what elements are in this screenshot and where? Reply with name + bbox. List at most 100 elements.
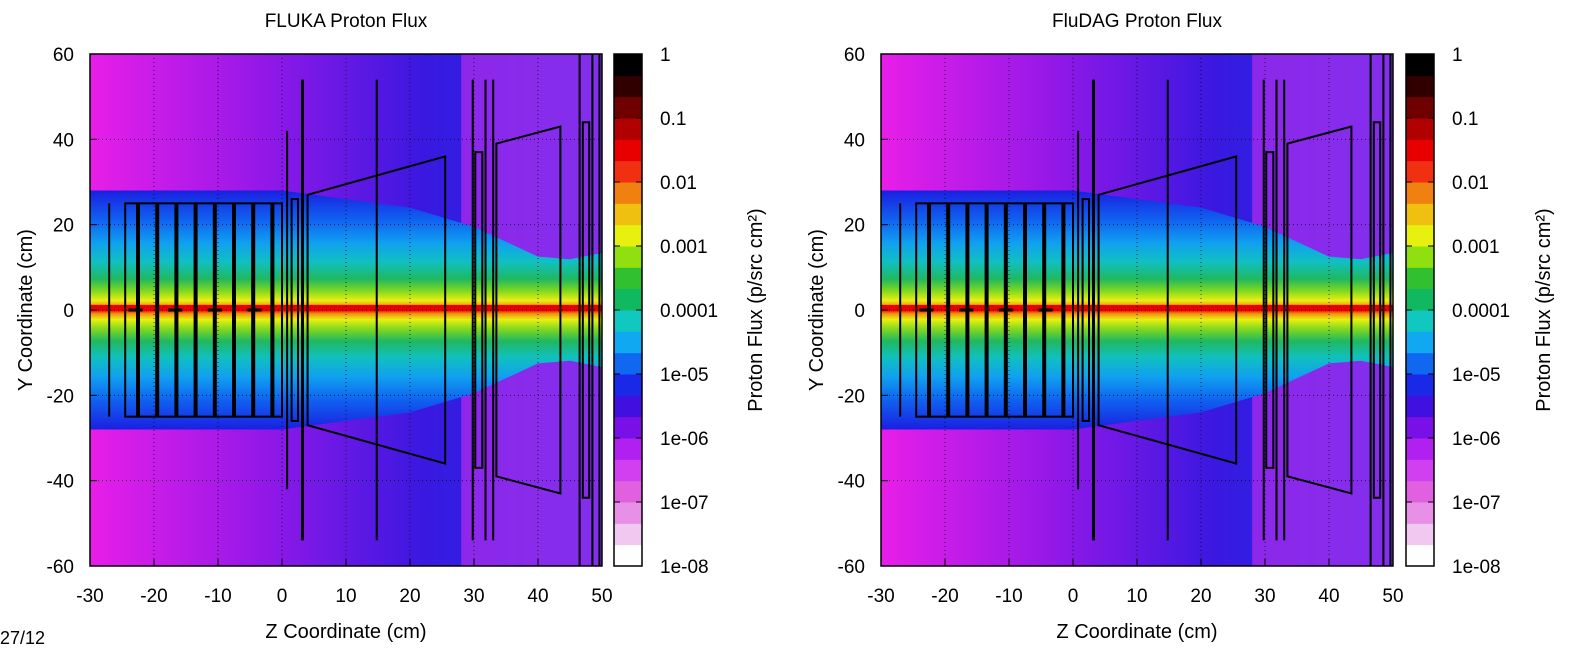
colorbar-tick-label: 1e-07: [1452, 493, 1501, 514]
x-tick-label: 0: [277, 586, 288, 607]
geometry-cone: [1097, 155, 1238, 465]
colorbar-swatch: [614, 523, 642, 546]
colorbar-tick-label: 1e-05: [1452, 365, 1501, 386]
colorbar-swatch: [614, 416, 642, 439]
y-tick-label: -20: [838, 386, 865, 407]
colorbar-label: Proton Flux (p/src cm²): [1533, 208, 1555, 411]
x-tick-label: 20: [1190, 586, 1211, 607]
chart-title: FLUKA Proton Flux: [265, 11, 428, 32]
colorbar-tick-label: 1e-05: [660, 365, 709, 386]
colorbar-swatch: [1406, 160, 1434, 183]
colorbar-tick-label: 0.001: [660, 237, 708, 258]
colorbar: 1 0.1 0.01 0.001 0.0001 1e-05 1e-06 1e-07 1e-08 P…: [1405, 45, 1555, 578]
colorbar-swatch: [614, 544, 642, 567]
colorbar-tick-label: 0.1: [1452, 109, 1478, 130]
colorbar-tick-label: 0.0001: [660, 301, 718, 322]
x-tick-label: 10: [1126, 586, 1147, 607]
x-tick-label: 30: [463, 586, 484, 607]
colorbar-swatch: [1406, 331, 1434, 354]
y-tick-label: -40: [838, 472, 865, 493]
colorbar-swatch: [614, 139, 642, 162]
colorbar-swatch: [1406, 54, 1434, 76]
colorbar-swatch: [1406, 459, 1434, 482]
y-axis-label: Y Coordinate (cm): [806, 229, 828, 391]
x-tick-label: 50: [1382, 586, 1403, 607]
x-tick-label: -10: [204, 586, 231, 607]
footer-text: 27/12: [0, 628, 46, 648]
heatmap-area: [90, 54, 602, 566]
chart-panel-2: -30 -20 -10 0 10 20 30 40 50 60 40 20 0 -20 -40 -60 FluD…: [806, 11, 1555, 643]
heatmap-area: [881, 54, 1393, 566]
colorbar-tick-label: 1e-06: [1452, 429, 1501, 450]
colorbar-swatch: [1406, 288, 1434, 311]
colorbar-swatch: [614, 352, 642, 375]
x-tick-label: -30: [867, 586, 894, 607]
colorbar-swatch: [1406, 139, 1434, 162]
colorbar-swatch: [614, 395, 642, 418]
grid: [881, 54, 1393, 566]
x-tick-label: 40: [527, 586, 548, 607]
y-tick-label: 0: [854, 301, 865, 322]
colorbar-swatch: [614, 267, 642, 290]
x-tick-label: 0: [1068, 586, 1079, 607]
colorbar-swatch: [614, 310, 642, 332]
x-tick-label: 50: [591, 586, 612, 607]
colorbar-swatch: [1406, 374, 1434, 396]
colorbar-swatch: [614, 438, 642, 460]
colorbar-tick-label: 1e-08: [660, 557, 709, 578]
colorbar-swatch: [614, 246, 642, 268]
colorbar-swatch: [1406, 224, 1434, 247]
colorbar-swatch: [614, 75, 642, 98]
colorbar-swatch: [614, 182, 642, 204]
colorbar-swatch: [1406, 203, 1434, 226]
colorbar-label: Proton Flux (p/src cm²): [745, 208, 767, 411]
grid: [90, 54, 602, 566]
y-tick-label: 20: [844, 216, 865, 237]
x-tick-label: 30: [1254, 586, 1275, 607]
beam-core: [881, 304, 1393, 311]
colorbar-swatch: [614, 331, 642, 354]
y-tick-label: -60: [47, 557, 74, 578]
geometry-cone: [1286, 125, 1353, 495]
colorbar-swatch: [1406, 544, 1434, 567]
colorbar-swatch: [1406, 395, 1434, 418]
colorbar-tick-label: 1: [660, 45, 671, 66]
y-tick-label: 60: [844, 45, 865, 66]
colorbar-swatch: [1406, 118, 1434, 140]
colorbar-swatch: [614, 160, 642, 183]
colorbar-swatch: [1406, 246, 1434, 268]
colorbar-swatch: [1406, 182, 1434, 204]
y-tick-label: 0: [63, 301, 74, 322]
colorbar-swatch: [614, 459, 642, 482]
colorbar-swatch: [1406, 310, 1434, 332]
colorbar-swatch: [1406, 96, 1434, 119]
colorbar-swatch: [1406, 523, 1434, 546]
geometry-cone: [306, 155, 447, 465]
x-tick-label: 20: [399, 586, 420, 607]
colorbar-tick-label: 0.01: [1452, 173, 1489, 194]
colorbar-tick-label: 0.1: [660, 109, 686, 130]
colorbar-swatch: [614, 96, 642, 119]
colorbar-swatch: [1406, 502, 1434, 524]
y-tick-label: -40: [47, 472, 74, 493]
colorbar-tick-label: 0.0001: [1452, 301, 1510, 322]
colorbar-tick-label: 1e-06: [660, 429, 709, 450]
colorbar-swatch: [614, 502, 642, 524]
y-tick-label: -20: [47, 386, 74, 407]
chart-panel-1: -30 -20 -10 0 10 20 30 40 50 60 40 20 0 -20 -40 -60 FLUK…: [15, 11, 767, 643]
y-tick-label: 40: [844, 130, 865, 151]
colorbar-swatch: [614, 118, 642, 140]
geometry-cone: [495, 125, 562, 495]
geometry-outline: [899, 54, 1392, 566]
colorbar-swatch: [614, 288, 642, 311]
x-tick-label: 10: [335, 586, 356, 607]
colorbar-tick-label: 1e-08: [1452, 557, 1501, 578]
colorbar-tick-label: 0.001: [1452, 237, 1500, 258]
x-tick-label: -30: [76, 586, 103, 607]
y-tick-label: 40: [53, 130, 74, 151]
colorbar-swatch: [1406, 267, 1434, 290]
x-tick-label: -20: [931, 586, 958, 607]
x-tick-label: 40: [1318, 586, 1339, 607]
colorbar-swatch: [1406, 352, 1434, 375]
colorbar-swatch: [614, 374, 642, 396]
